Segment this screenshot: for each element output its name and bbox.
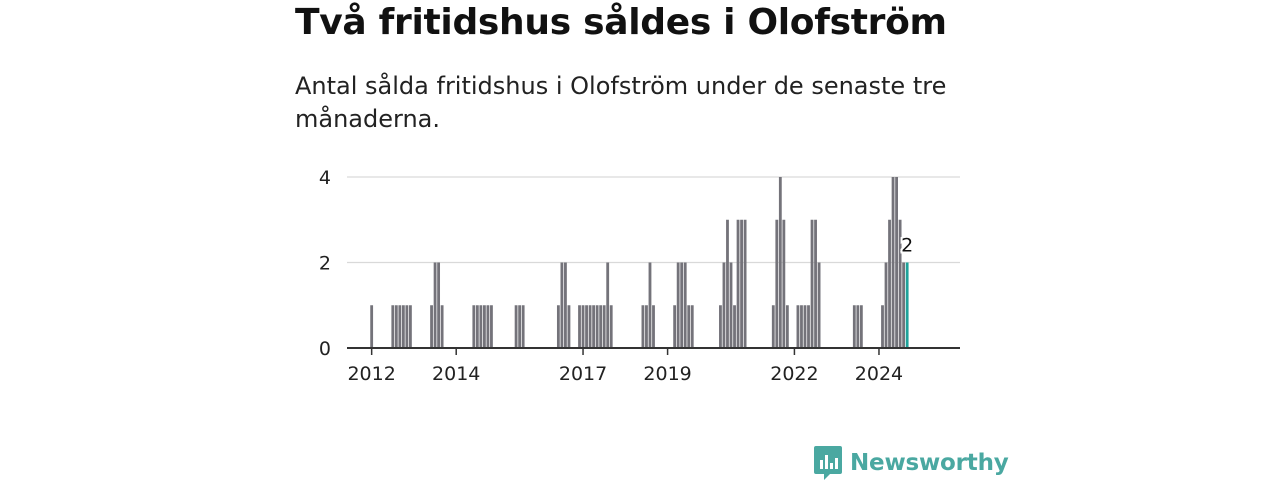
bar: [437, 262, 441, 348]
x-tick-label: 2014: [432, 363, 480, 385]
bar: [482, 305, 486, 348]
bar: [803, 305, 807, 348]
bar: [902, 262, 906, 348]
bar: [733, 305, 736, 348]
bar: [743, 219, 747, 348]
bar: [433, 262, 437, 348]
bar: [898, 219, 902, 348]
bar: [775, 219, 779, 348]
newsworthy-logo-icon: [814, 446, 842, 480]
y-tick-label: 2: [319, 253, 331, 275]
bar: [740, 219, 743, 348]
bar: [648, 262, 652, 348]
brand-name: Newsworthy: [850, 450, 1009, 476]
x-tick-label: 2012: [347, 363, 395, 385]
bar: [726, 219, 729, 348]
bar: [729, 262, 733, 348]
bar: [514, 305, 518, 348]
bar: [391, 305, 395, 348]
bar: [581, 305, 585, 348]
bar: [645, 305, 648, 348]
bar: [518, 305, 522, 348]
bar: [430, 305, 433, 348]
bar: [567, 305, 571, 348]
bar: [394, 305, 398, 348]
bar: [599, 305, 603, 348]
bar: [652, 305, 655, 348]
bar: [606, 262, 610, 348]
bar: [370, 305, 374, 348]
bar: [683, 262, 687, 348]
bar: [409, 305, 412, 348]
chart-subtitle: Antal sålda fritidshus i Olofström under…: [295, 72, 947, 133]
bar: [690, 305, 694, 348]
bar: [895, 177, 898, 348]
highlight-value-label: 2: [901, 235, 913, 257]
bar: [680, 262, 684, 348]
bar: [722, 262, 726, 348]
bar: [778, 177, 782, 348]
bar: [479, 305, 483, 348]
bar: [521, 305, 525, 348]
y-tick-label: 0: [319, 338, 331, 360]
chart-title: Två fritidshus såldes i Olofström: [295, 2, 947, 43]
bar: [736, 219, 740, 348]
bar: [401, 305, 405, 348]
bar: [405, 305, 409, 348]
bar: [676, 262, 680, 348]
bar: [602, 305, 606, 348]
bar-chart: 0 2 4 2012 2014 2017 2019 2022 2024 2: [319, 167, 960, 385]
bar: [807, 305, 810, 348]
bar: [564, 262, 567, 348]
bar: [785, 305, 789, 348]
bar: [588, 305, 592, 348]
y-tick-label: 4: [319, 167, 331, 189]
bar: [856, 305, 860, 348]
bar: [905, 262, 909, 348]
bar: [560, 262, 564, 348]
bar: [486, 305, 490, 348]
bar: [800, 305, 803, 348]
bar: [771, 305, 775, 348]
bar: [556, 305, 560, 348]
bar: [810, 219, 814, 348]
bar: [719, 305, 722, 348]
bar: [595, 305, 599, 348]
bar: [641, 305, 645, 348]
bar: [796, 305, 800, 348]
x-tick-label: 2024: [855, 363, 903, 385]
bar: [881, 305, 884, 348]
bar: [891, 177, 895, 348]
bar: [852, 305, 856, 348]
bar: [884, 262, 888, 348]
bar: [782, 219, 786, 348]
bar: [475, 305, 479, 348]
bar: [814, 219, 817, 348]
bar: [859, 305, 863, 348]
bar: [609, 305, 613, 348]
x-tick-label: 2017: [559, 363, 607, 385]
bar: [578, 305, 581, 348]
bar: [687, 305, 691, 348]
bar: [490, 305, 493, 348]
brand-logo: Newsworthy: [814, 446, 1009, 480]
bar: [585, 305, 588, 348]
x-tick-label: 2022: [770, 363, 818, 385]
bar: [817, 262, 821, 348]
bar: [472, 305, 476, 348]
bar: [888, 219, 891, 348]
bar: [440, 305, 444, 348]
bar: [592, 305, 596, 348]
x-tick-label: 2019: [643, 363, 691, 385]
bar: [673, 305, 677, 348]
bar: [398, 305, 402, 348]
